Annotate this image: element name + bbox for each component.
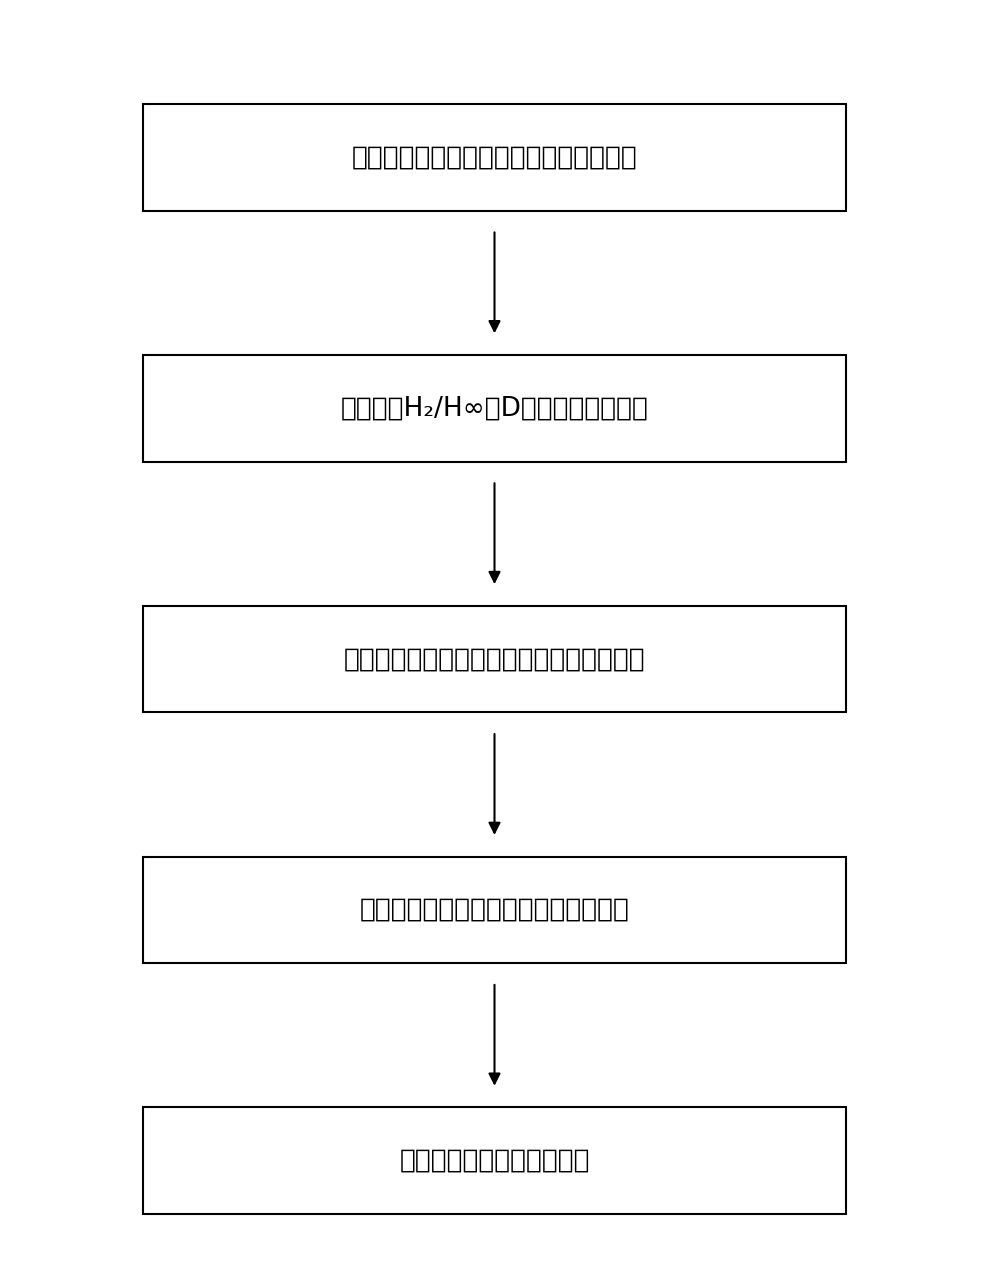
FancyBboxPatch shape (143, 355, 846, 462)
Text: 次同步振荡鲁棒阻尼控制器: 次同步振荡鲁棒阻尼控制器 (400, 1148, 589, 1174)
Text: 建立包含不同运行风电工况的凸多胞体模型: 建立包含不同运行风电工况的凸多胞体模型 (344, 647, 645, 672)
FancyBboxPatch shape (143, 857, 846, 964)
FancyBboxPatch shape (143, 1107, 846, 1213)
Text: 建立双馈风电机组并网系统状态空间描述: 建立双馈风电机组并网系统状态空间描述 (352, 145, 637, 170)
FancyBboxPatch shape (143, 606, 846, 713)
Text: 利用线性矩阵不等式求解状态反馈矩阵: 利用线性矩阵不等式求解状态反馈矩阵 (360, 896, 629, 923)
FancyBboxPatch shape (143, 104, 846, 210)
Text: 建立混合H₂/H∞的D区域稳定约束条件: 建立混合H₂/H∞的D区域稳定约束条件 (340, 396, 649, 421)
